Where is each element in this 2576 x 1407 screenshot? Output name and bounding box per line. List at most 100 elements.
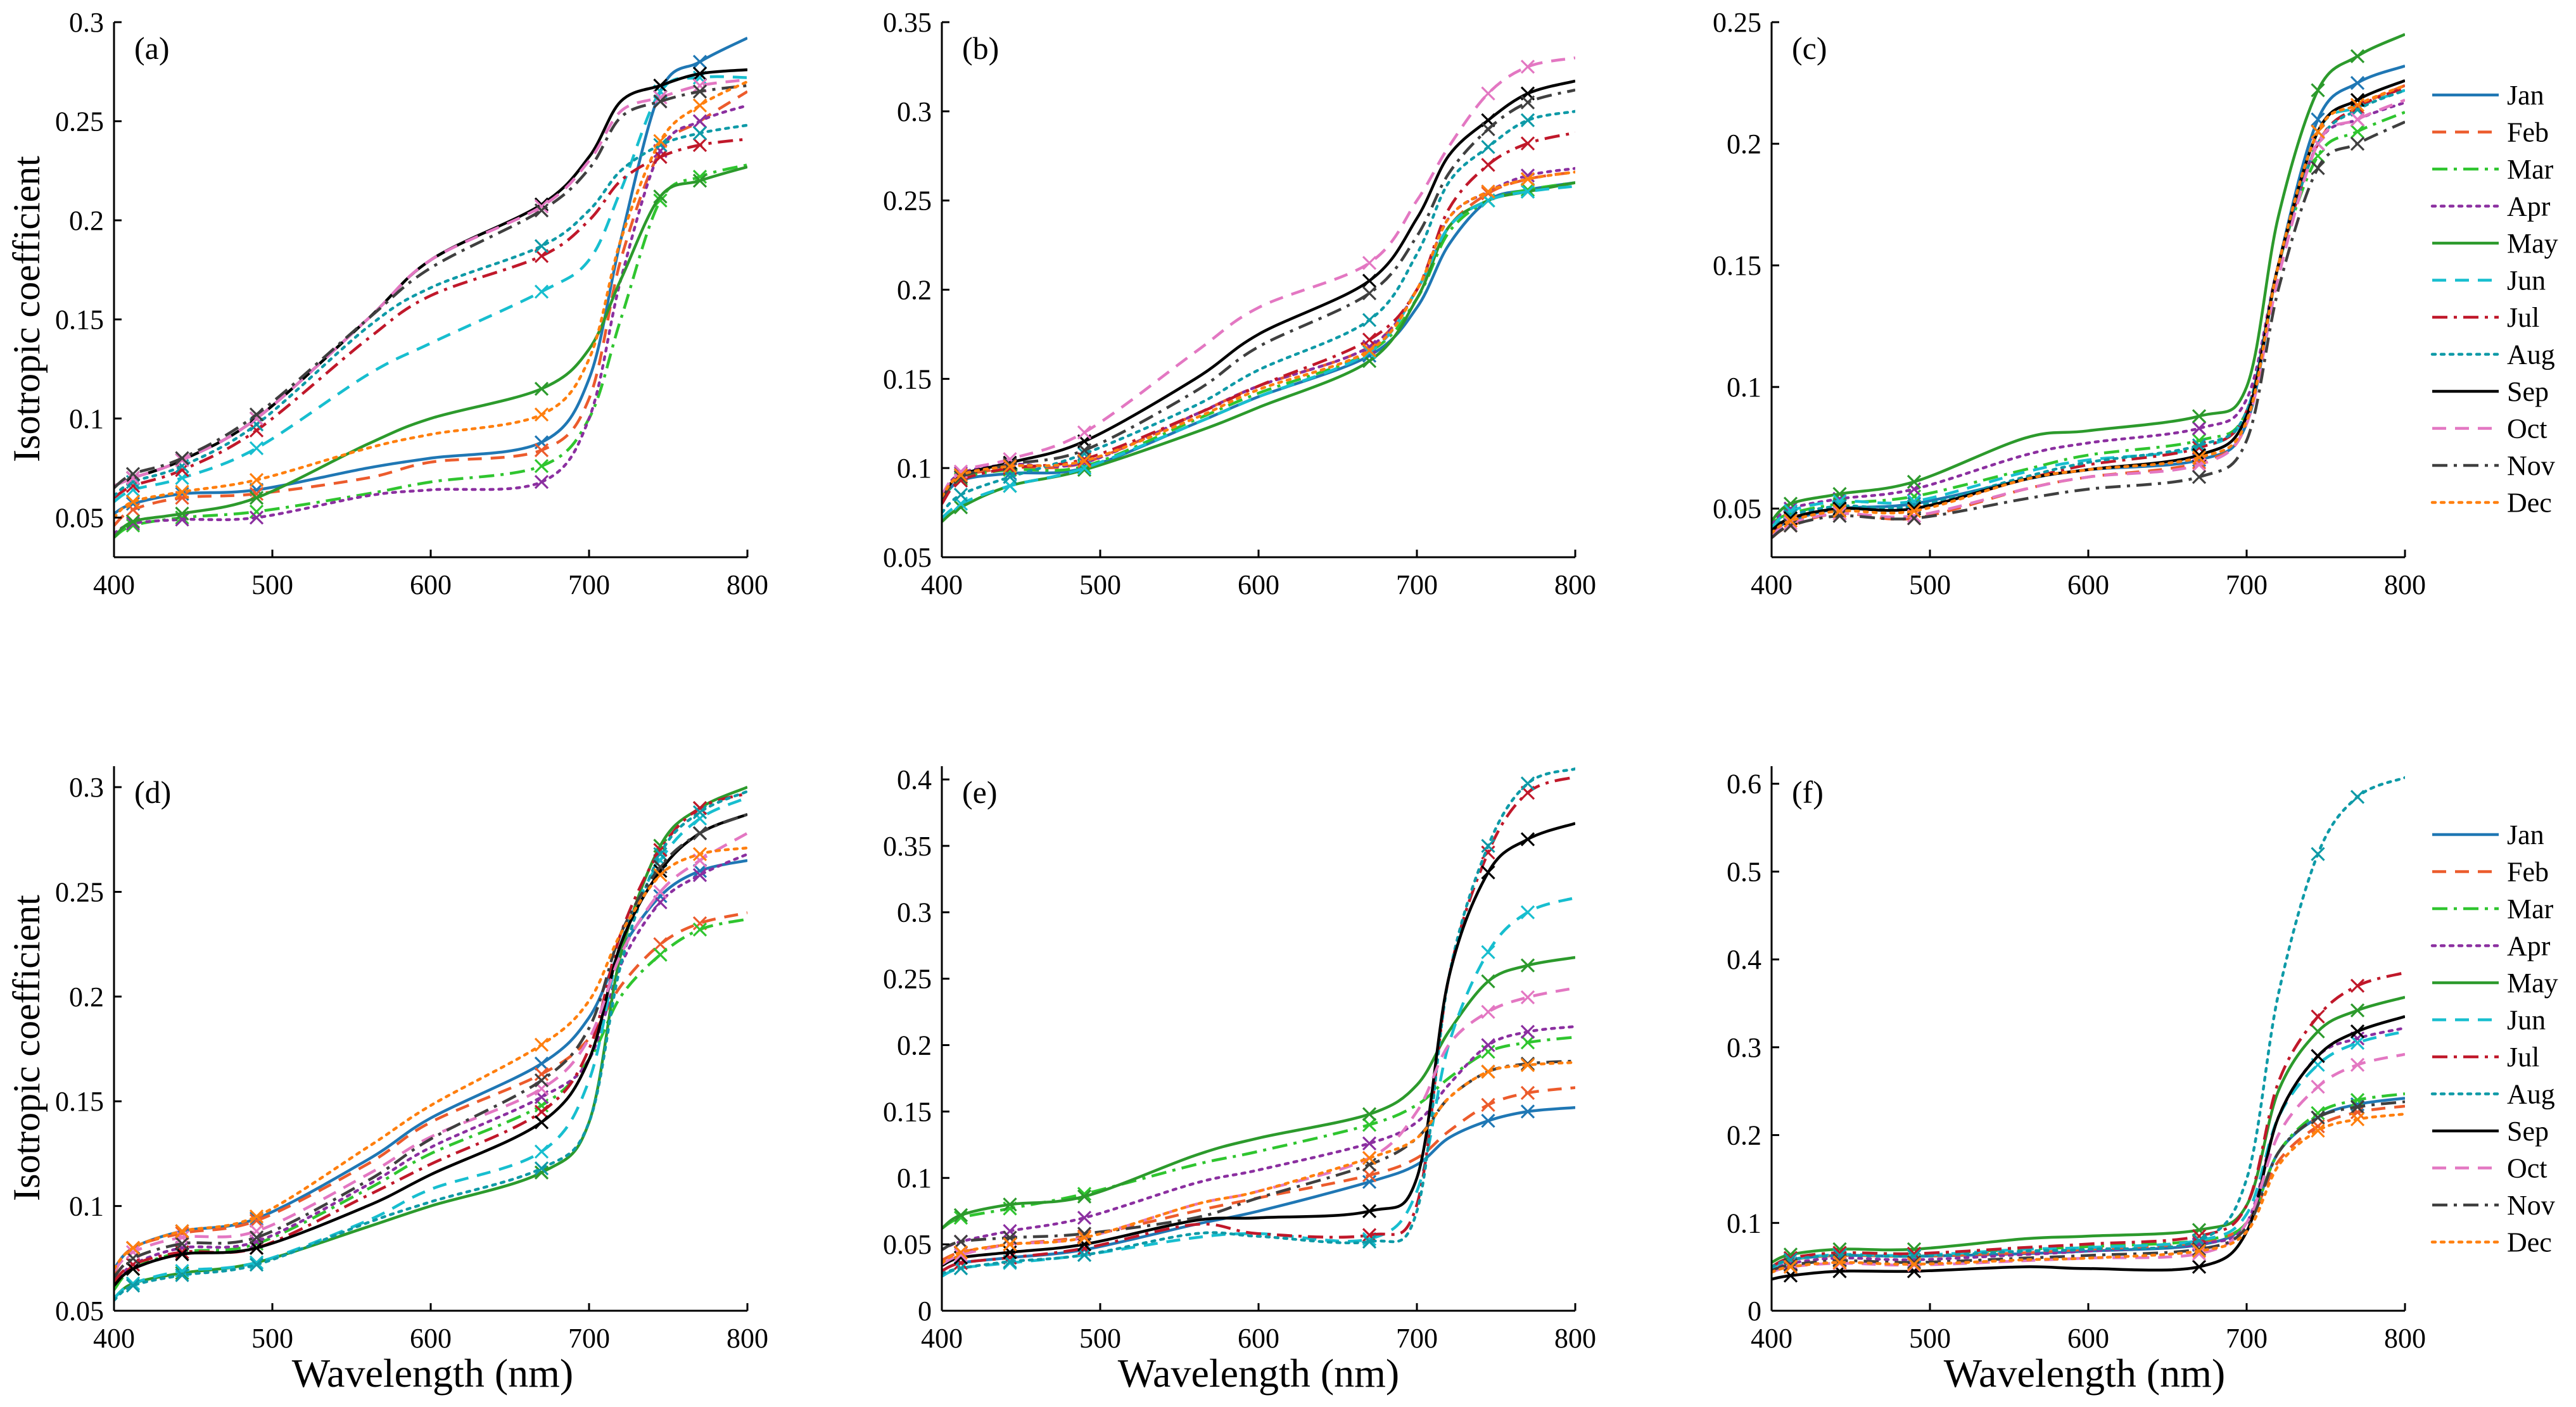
- y-tick-label: 0.1: [897, 453, 932, 484]
- y-tick-label: 0.35: [883, 831, 932, 862]
- data-point-marker: [1907, 474, 1922, 489]
- data-point-marker: [534, 1056, 549, 1071]
- data-point-marker: [2192, 1246, 2207, 1261]
- data-point-marker: [1362, 1175, 1377, 1189]
- data-point-marker: [1481, 184, 1495, 199]
- data-point-marker: [175, 1247, 189, 1261]
- series-line-oct: [114, 78, 747, 488]
- data-point-marker: [175, 1224, 189, 1239]
- series-line-apr: [114, 852, 747, 1287]
- legend-label-sep: Sep: [2507, 376, 2549, 407]
- series-line-may: [1772, 33, 2405, 522]
- series-line-nov: [1772, 120, 2405, 539]
- series-lines: [942, 767, 1575, 1278]
- series-line-jan: [114, 36, 747, 515]
- legend-label-jul: Jul: [2507, 1042, 2539, 1073]
- y-tick-label: 0.25: [55, 876, 104, 907]
- data-point-marker: [1520, 60, 1535, 74]
- data-point-marker: [2192, 470, 2207, 484]
- data-point-marker: [175, 1230, 189, 1245]
- legend-label-jun: Jun: [2507, 265, 2546, 296]
- data-point-marker: [175, 1266, 189, 1280]
- data-point-marker: [1783, 514, 1798, 528]
- data-point-marker: [1003, 459, 1017, 474]
- data-point-marker: [249, 407, 264, 422]
- data-point-marker: [1481, 865, 1495, 880]
- data-point-marker: [1520, 905, 1535, 919]
- y-tick-label: 0.25: [1713, 7, 1761, 38]
- data-point-marker: [1003, 1230, 1017, 1245]
- x-tick-label: 400: [921, 569, 963, 600]
- series-line-oct: [942, 56, 1575, 496]
- x-tick-label: 600: [2067, 1323, 2109, 1354]
- data-point-marker: [1003, 1197, 1017, 1212]
- panel-label: (b): [962, 30, 999, 66]
- data-point-marker: [692, 174, 707, 188]
- x-tick-label: 700: [2226, 569, 2268, 600]
- data-point-marker: [653, 947, 668, 962]
- series-line-jan: [942, 1106, 1575, 1273]
- data-point-marker: [2350, 1100, 2365, 1114]
- data-point-marker: [1003, 470, 1017, 484]
- data-point-marker: [653, 888, 668, 904]
- data-point-marker: [2311, 1110, 2325, 1125]
- data-point-marker: [1481, 1064, 1495, 1079]
- legend-label-feb: Feb: [2507, 857, 2549, 888]
- y-tick-label: 0.3: [69, 772, 104, 803]
- data-point-marker: [1362, 274, 1377, 288]
- data-point-marker: [1077, 1211, 1092, 1225]
- data-point-marker: [1362, 313, 1377, 327]
- data-point-marker: [175, 1237, 189, 1251]
- panel-label: (e): [962, 774, 998, 810]
- data-point-marker: [1520, 1057, 1535, 1073]
- data-point-marker: [1481, 140, 1495, 155]
- series-line-dec: [114, 80, 747, 519]
- y-tick-label: 0.05: [883, 542, 932, 573]
- data-point-marker: [1520, 832, 1535, 847]
- data-point-marker: [1520, 990, 1535, 1005]
- data-point-marker: [1362, 256, 1377, 270]
- series-line-jun: [1772, 1030, 2405, 1270]
- data-point-marker: [534, 249, 549, 263]
- data-point-marker: [2350, 790, 2365, 804]
- data-point-marker: [2350, 1112, 2365, 1126]
- x-tick-label: 800: [1554, 1323, 1596, 1354]
- series-line-apr: [942, 167, 1575, 496]
- legend-label-jul: Jul: [2507, 302, 2539, 333]
- panel-c: 400 500 600 700 800 0.05 0.1 0.15 0.2 0.25 (c): [1713, 7, 2426, 600]
- data-point-marker: [1362, 332, 1377, 347]
- data-point-marker: [1520, 182, 1535, 197]
- y-tick-label: 0.3: [1727, 1032, 1761, 1063]
- series-line-aug: [1772, 776, 2405, 1268]
- series-line-jun: [114, 796, 747, 1299]
- data-point-marker: [2350, 92, 2365, 108]
- data-point-marker: [1362, 1107, 1377, 1121]
- data-point-marker: [2311, 124, 2325, 139]
- data-point-marker: [692, 126, 707, 141]
- data-point-marker: [1077, 1237, 1092, 1252]
- x-tick-label: 700: [2226, 1323, 2268, 1354]
- data-point-marker: [249, 423, 264, 438]
- data-point-marker: [1481, 945, 1495, 959]
- legend-label-oct: Oct: [2507, 413, 2547, 445]
- x-tick-label: 500: [1909, 1323, 1951, 1354]
- data-point-marker: [1520, 113, 1535, 128]
- data-point-marker: [653, 847, 668, 862]
- data-point-marker: [1481, 974, 1495, 988]
- legend-label-may: May: [2507, 228, 2558, 259]
- series-line-feb: [114, 90, 747, 527]
- data-point-marker: [1520, 184, 1535, 199]
- data-point-marker: [692, 66, 707, 81]
- y-tick-label: 0.2: [897, 275, 932, 306]
- data-point-marker: [534, 1037, 549, 1052]
- panel-label: (f): [1792, 774, 1824, 810]
- series-line-mar: [1772, 1092, 2405, 1268]
- data-point-marker: [2311, 161, 2325, 175]
- x-tick-label: 800: [726, 569, 768, 600]
- legend-label-jan: Jan: [2507, 80, 2544, 111]
- data-point-marker: [692, 853, 707, 868]
- data-point-marker: [534, 381, 549, 396]
- x-tick-label: 400: [1751, 1323, 1792, 1354]
- series-line-apr: [114, 104, 747, 535]
- data-point-marker: [1362, 1234, 1377, 1249]
